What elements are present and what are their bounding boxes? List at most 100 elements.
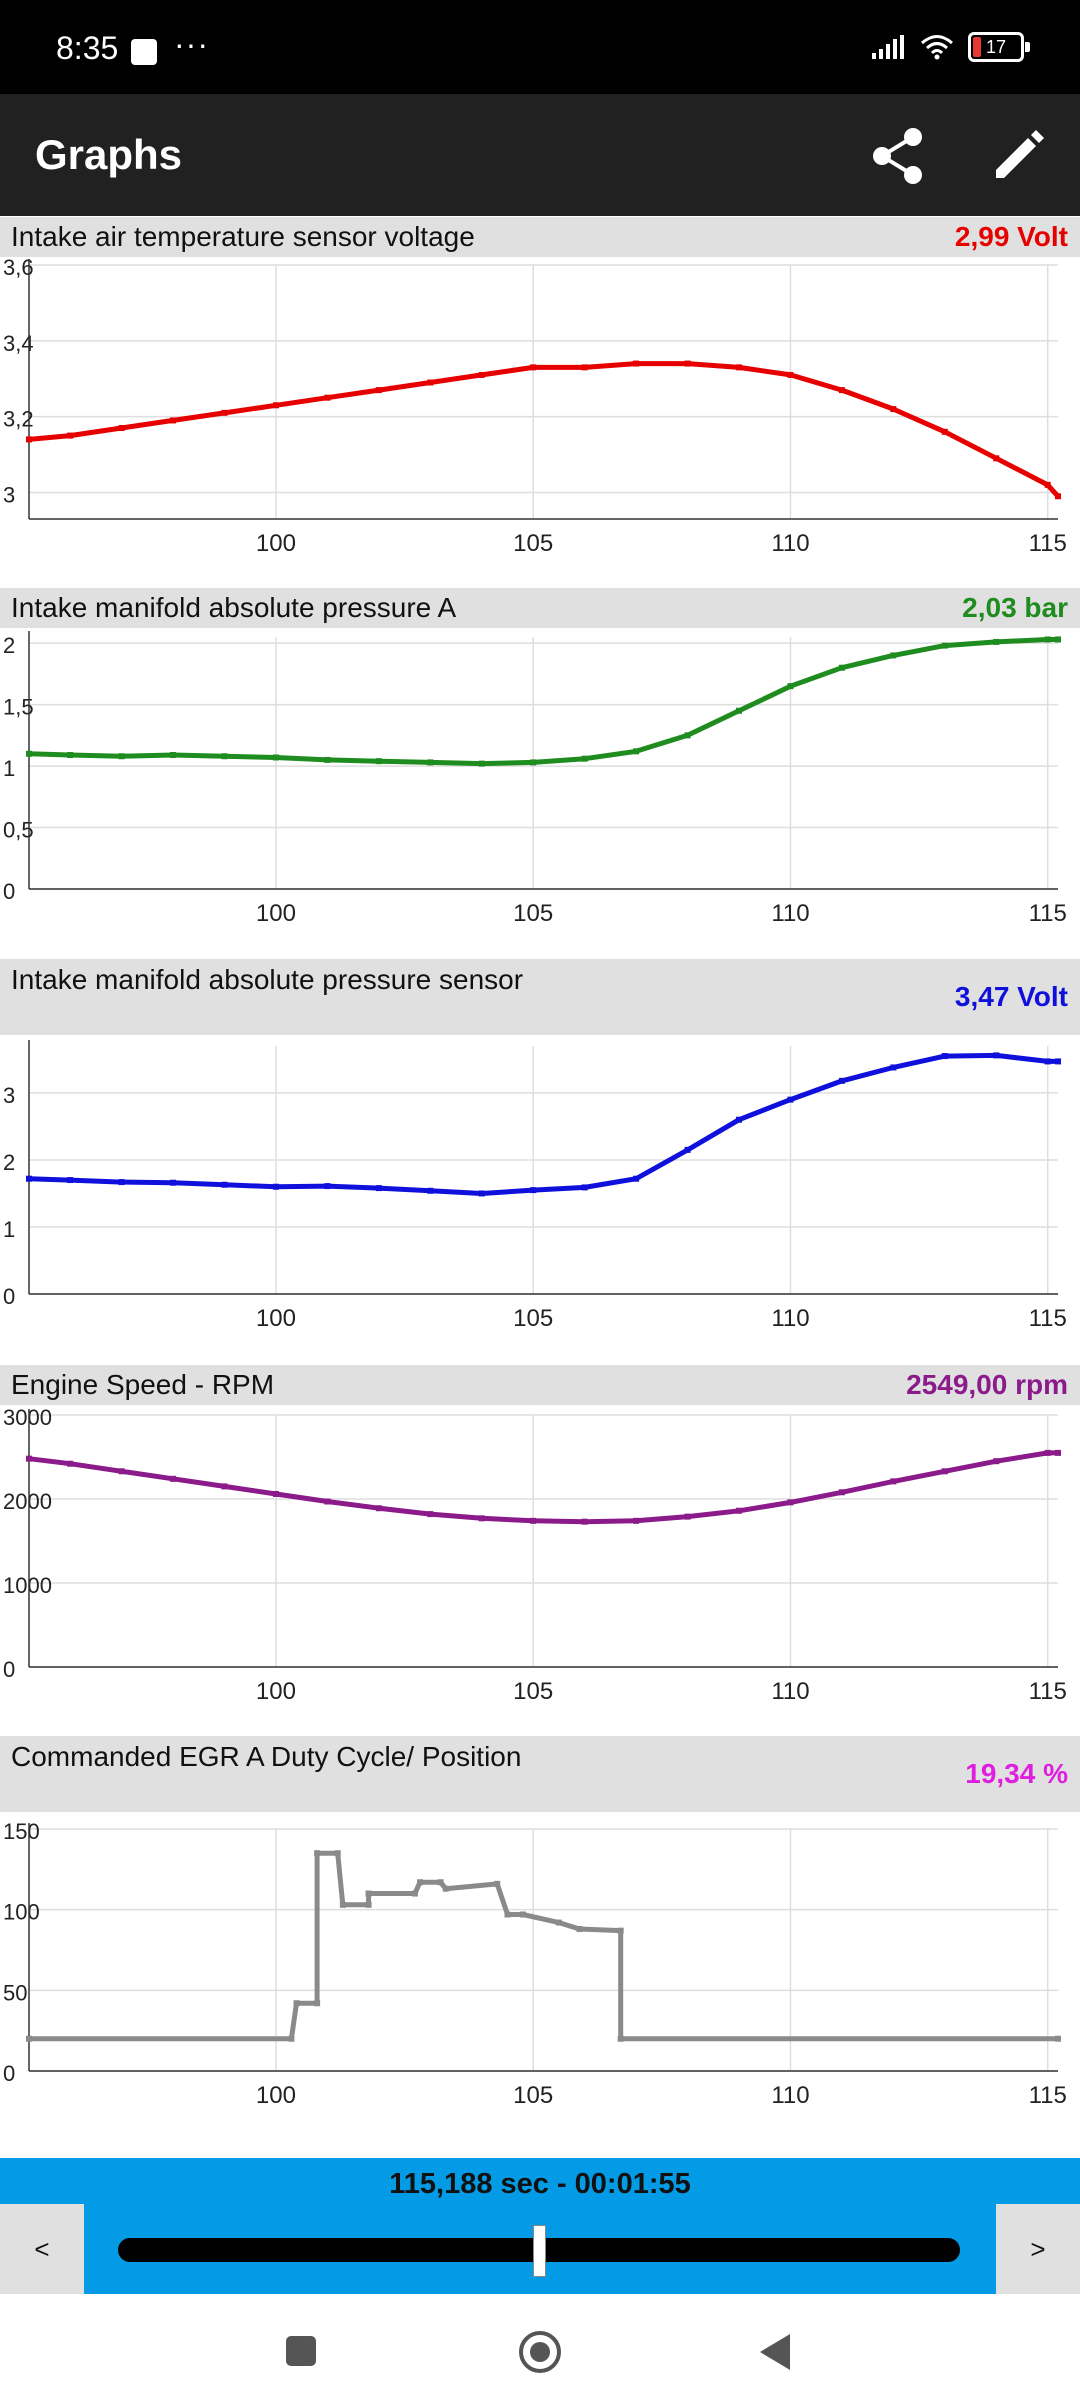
data-point (375, 758, 382, 765)
data-point (890, 1478, 897, 1485)
data-point (272, 1490, 279, 1497)
data-point (67, 432, 74, 439)
graph-current-value: 19,34 % (965, 1758, 1068, 1789)
data-point (339, 1901, 346, 1908)
data-point (170, 417, 177, 424)
data-point (581, 1518, 588, 1525)
time-slider-thumb[interactable] (533, 2225, 546, 2277)
data-point (617, 2035, 624, 2042)
x-tick-label: 115 (1029, 1305, 1067, 1332)
data-point (504, 1911, 511, 1918)
data-point (411, 1890, 418, 1897)
x-tick-label: 105 (513, 1678, 553, 1705)
data-point (684, 360, 691, 367)
next-button[interactable]: > (996, 2204, 1080, 2294)
data-point (26, 2035, 32, 2042)
data-point (941, 428, 948, 435)
graph-current-value: 3,47 Volt (954, 981, 1068, 1012)
y-tick-label: 100 (3, 1900, 40, 1925)
data-point (478, 760, 485, 767)
x-tick-label: 110 (771, 1678, 809, 1705)
data-point (118, 425, 125, 432)
data-point (555, 1919, 562, 1926)
graph-title: Commanded EGR A Duty Cycle/ Position (11, 1741, 522, 1772)
data-point (427, 1511, 434, 1518)
data-point (1055, 2035, 1061, 2042)
data-point (221, 1483, 228, 1490)
y-tick-label: 0 (3, 879, 15, 904)
data-point (838, 387, 845, 394)
series-line (28, 1450, 1058, 1525)
data-point (324, 1498, 331, 1505)
data-point (941, 1053, 948, 1060)
y-tick-label: 2000 (3, 1489, 52, 1514)
graph-title: Intake air temperature sensor voltage (11, 221, 475, 252)
data-point (684, 732, 691, 739)
data-point (1044, 481, 1051, 488)
x-tick-label: 115 (1029, 2082, 1067, 2109)
edit-button[interactable] (986, 124, 1050, 188)
data-point (272, 754, 279, 761)
data-point (993, 638, 1000, 645)
data-point (1044, 1058, 1051, 1065)
data-point (684, 1146, 691, 1153)
data-point (787, 371, 794, 378)
data-point (736, 1507, 743, 1514)
data-point (530, 1517, 537, 1524)
x-tick-label: 115 (1029, 530, 1067, 557)
graph-header-4: Engine Speed - RPM 2549,00 rpm (0, 1365, 1080, 1405)
x-tick-label: 115 (1029, 900, 1067, 927)
battery-icon: 17 (968, 32, 1030, 62)
data-point (293, 2000, 300, 2007)
graph-plot-4[interactable]: 0 1000 2000 3000 100 105 110 115 (0, 1405, 1080, 1735)
previous-button[interactable]: < (0, 2204, 84, 2294)
x-tick-label: 100 (256, 1305, 296, 1332)
data-point (684, 1513, 691, 1520)
y-tick-label: 0 (3, 1657, 15, 1682)
y-tick-label: 3000 (3, 1405, 52, 1430)
graph-header-1: Intake air temperature sensor voltage 2,… (0, 217, 1080, 257)
y-tick-label: 0 (3, 1284, 15, 1309)
y-tick-label: 150 (3, 1819, 40, 1844)
data-point (633, 360, 640, 367)
x-tick-label: 115 (1029, 1678, 1067, 1705)
data-point (427, 379, 434, 386)
graph-header-5: Commanded EGR A Duty Cycle/ Position 19,… (0, 1736, 1080, 1812)
graph-plot-3[interactable]: 0 1 2 3 100 105 110 115 (0, 1035, 1080, 1363)
back-icon[interactable] (758, 2332, 792, 2372)
x-tick-label: 110 (771, 2082, 809, 2109)
data-point (838, 1489, 845, 1496)
x-tick-label: 105 (513, 1305, 553, 1332)
share-button[interactable] (866, 124, 930, 188)
share-icon (873, 128, 922, 184)
data-point (617, 1927, 624, 1934)
x-tick-label: 100 (256, 900, 296, 927)
graph-title: Intake manifold absolute pressure sensor (11, 964, 524, 995)
graph-current-value: 2549,00 rpm (906, 1369, 1068, 1400)
y-tick-label: 2 (3, 633, 15, 658)
data-point (993, 1052, 1000, 1059)
data-point (494, 1880, 501, 1887)
data-point (1055, 493, 1061, 500)
data-point (427, 1187, 434, 1194)
y-tick-label: 3 (3, 482, 15, 507)
data-point (530, 1187, 537, 1194)
status-icons: 17 (872, 32, 1030, 62)
data-point (221, 753, 228, 760)
data-point (26, 750, 32, 757)
battery-level: 17 (985, 37, 1007, 57)
graph-plot-5[interactable]: 0 50 100 150 100 105 110 115 (0, 1812, 1080, 2142)
data-point (581, 364, 588, 371)
data-point (26, 1175, 32, 1182)
series-line (28, 1052, 1058, 1196)
page-title: Graphs (35, 131, 183, 178)
playback-bar: 115,188 sec - 00:01:55 < > (0, 2158, 1080, 2294)
data-point (838, 664, 845, 671)
data-point (581, 755, 588, 762)
recent-apps-icon[interactable] (284, 2334, 318, 2368)
data-point (314, 2000, 321, 2007)
data-point (478, 1190, 485, 1197)
home-icon[interactable] (518, 2330, 562, 2374)
